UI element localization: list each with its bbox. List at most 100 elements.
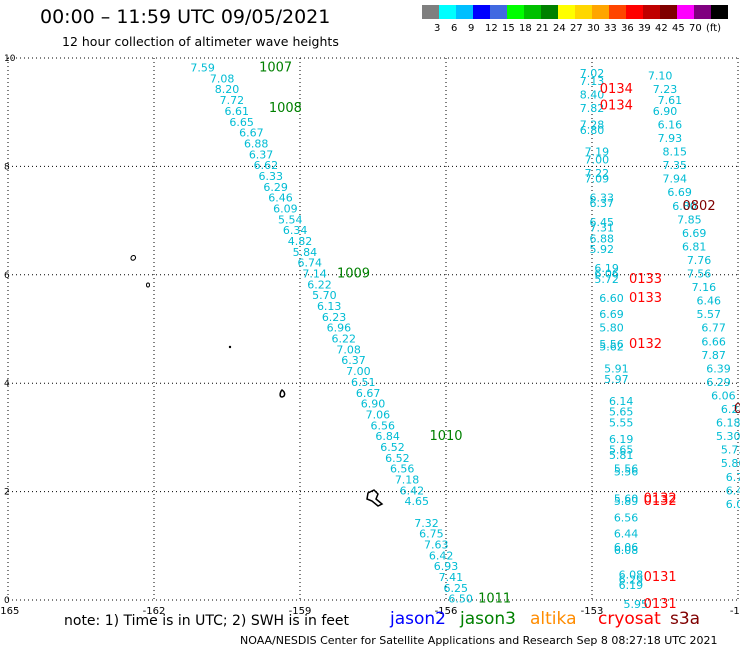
wave-height-value: 5.91	[604, 362, 629, 375]
wave-height-value: 6.75	[419, 528, 444, 541]
mission-label-altika: altika	[530, 609, 577, 629]
wave-height-value: 6.46	[268, 192, 293, 205]
wave-height-value: 5.60	[614, 492, 639, 505]
wave-height-value: 5.86	[721, 457, 740, 470]
wave-height-value: 6.74	[297, 257, 322, 270]
wave-height-value: 6.80	[672, 200, 697, 213]
legend-label: 18	[519, 23, 532, 34]
wave-height-value: 7.35	[662, 159, 687, 172]
wave-height-value: 6.96	[327, 322, 352, 335]
wave-height-value: 7.87	[701, 349, 726, 362]
credit-line: NOAA/NESDIS Center for Satellite Applica…	[240, 634, 718, 647]
legend-label: 39	[638, 23, 651, 34]
wave-height-value: 6.34	[283, 224, 308, 237]
x-tick-label: -162	[143, 606, 166, 617]
legend-swatch	[643, 5, 660, 19]
wave-height-value: 5.95	[624, 598, 649, 611]
time-label: 1008	[269, 101, 302, 116]
legend-swatch	[711, 5, 728, 19]
time-label: 1010	[429, 429, 462, 444]
time-label: 1007	[259, 61, 292, 76]
wave-height-value: 7.00	[585, 154, 610, 167]
wave-height-value: 6.52	[380, 441, 405, 454]
wave-height-value: 6.67	[356, 387, 381, 400]
time-label: 0134	[600, 98, 633, 113]
legend-label: 24	[553, 23, 566, 34]
legend-label: 30	[587, 23, 600, 34]
wave-height-value: 6.67	[239, 127, 264, 140]
legend-label: 36	[621, 23, 634, 34]
wave-height-value: 6.37	[249, 148, 274, 161]
time-label: 1009	[337, 267, 370, 282]
island-shape	[146, 282, 150, 288]
time-label: 1011	[478, 592, 511, 607]
legend-label: (ft)	[706, 23, 722, 34]
legend-label: 3	[434, 23, 441, 34]
page-title: 00:00 – 11:59 UTC 09/05/2021	[40, 6, 331, 28]
wave-height-value: 5.56	[599, 338, 624, 351]
wave-height-value: 5.57	[697, 308, 722, 321]
wave-height-value: 6.42	[429, 549, 454, 562]
wave-height-value: 5.72	[594, 273, 619, 286]
y-tick-label: 0	[4, 596, 10, 606]
island-shape	[130, 255, 136, 261]
wave-height-value: 5.30	[716, 430, 740, 443]
wave-height-value: 7.22	[585, 167, 610, 180]
legend-swatch	[456, 5, 473, 19]
wave-height-value: 6.88	[244, 137, 269, 150]
wave-height-value: 6.84	[375, 430, 400, 443]
wave-height-value: 7.59	[190, 62, 215, 75]
wave-height-value: 6.23	[721, 403, 740, 416]
wave-height-value: 7.93	[658, 132, 683, 145]
wave-height-value: 6.14	[609, 395, 634, 408]
legend-swatch	[490, 5, 507, 19]
x-tick-label: -165	[0, 606, 19, 617]
legend-swatch	[422, 5, 439, 19]
wave-height-value: 5.92	[589, 243, 614, 256]
wave-height-value: 6.40	[726, 484, 740, 497]
time-label: 0	[734, 402, 740, 417]
wave-height-value: 7.41	[439, 571, 464, 584]
wave-height-value: 6.69	[599, 308, 624, 321]
wave-height-value: 6.19	[619, 579, 644, 592]
wave-height-value: 6.60	[599, 292, 624, 305]
wave-height-value: 6.29	[263, 181, 288, 194]
wave-height-value: 6.81	[682, 240, 707, 253]
wave-height-value: 6.52	[385, 452, 410, 465]
wave-height-value: 7.08	[210, 72, 235, 85]
legend-swatch	[626, 5, 643, 19]
legend-label: 27	[570, 23, 583, 34]
legend-swatch	[609, 5, 626, 19]
y-tick-label: 4	[4, 379, 10, 389]
wave-height-value: 7.06	[366, 408, 391, 421]
y-tick-label: 10	[4, 54, 16, 64]
wave-height-value: 7.56	[687, 268, 712, 281]
wave-height-value: 6.25	[443, 582, 468, 595]
mission-label-cryosat: cryosat	[598, 609, 661, 629]
wave-height-value: 6.29	[619, 574, 644, 587]
wave-height-value: 6.16	[658, 118, 683, 131]
wave-height-value: 7.72	[220, 94, 245, 107]
wave-height-value: 8.20	[215, 83, 240, 96]
wave-height-value: 6.33	[259, 170, 284, 183]
wave-height-value: 5.73	[721, 444, 740, 457]
wave-height-value: 6.45	[589, 216, 614, 229]
time-label: 0132	[629, 337, 662, 352]
time-label: 0131	[644, 597, 677, 612]
wave-height-value: 6.42	[400, 484, 425, 497]
legend-label: 45	[672, 23, 685, 34]
wave-height-value: 5.84	[293, 246, 318, 259]
wave-height-value: 6.01	[726, 498, 740, 511]
wave-height-value: 6.08	[614, 544, 639, 557]
wave-height-value: 7.09	[585, 173, 610, 186]
time-label: 0133	[629, 272, 662, 287]
y-tick-label: 6	[4, 271, 10, 281]
wave-height-value: 5.56	[614, 463, 639, 476]
wave-height-value: 6.62	[254, 159, 279, 172]
wave-height-value: 5.62	[599, 341, 624, 354]
wave-height-value: 7.28	[580, 118, 605, 131]
wave-height-value: 5.80	[599, 322, 624, 335]
mission-label-jason3: jason3	[460, 609, 516, 629]
wave-height-value: 6.50	[448, 593, 473, 606]
